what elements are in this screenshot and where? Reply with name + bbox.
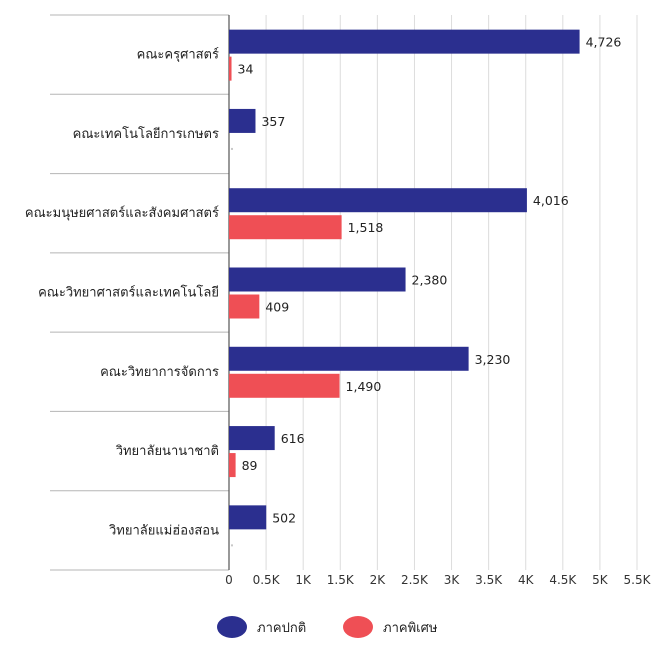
bar-regular[interactable] bbox=[229, 505, 267, 530]
data-label: 89 bbox=[242, 458, 258, 473]
category-label: คณะวิทยาศาสตร์และเทคโนโลยี bbox=[38, 285, 219, 301]
x-tick-label: 5K bbox=[592, 573, 609, 587]
data-label: 502 bbox=[272, 510, 296, 525]
data-label: 4,016 bbox=[533, 193, 569, 208]
bar-special[interactable] bbox=[229, 453, 236, 478]
category-label: คณะมนุษยศาสตร์และสังคมศาสตร์ bbox=[25, 205, 219, 221]
bar-special[interactable] bbox=[229, 294, 260, 319]
data-label: 1,518 bbox=[348, 220, 384, 235]
legend-label-regular: ภาคปกติ bbox=[257, 620, 307, 636]
legend-label-special: ภาคพิเศษ bbox=[383, 620, 438, 636]
x-tick-label: 2.5K bbox=[401, 573, 429, 587]
bar-special-empty bbox=[231, 147, 233, 150]
legend-item-special[interactable]: ภาคพิเศษ bbox=[343, 612, 437, 642]
x-tick-label: 3.5K bbox=[475, 573, 503, 587]
bar-regular[interactable] bbox=[229, 426, 275, 451]
x-axis-ticks: 0 0.5K 1K 1.5K 2K 2.5K 3K 3.5K 4K 4.5K 5K 5.5K bbox=[225, 573, 651, 587]
legend-swatch-regular bbox=[217, 616, 247, 638]
data-label: 1,490 bbox=[346, 379, 382, 394]
bar-special[interactable] bbox=[229, 373, 340, 398]
data-label: 2,380 bbox=[412, 273, 448, 288]
category-label: คณะครุศาสตร์ bbox=[137, 47, 219, 63]
bar-special-empty bbox=[231, 544, 233, 547]
bar-regular[interactable] bbox=[229, 29, 580, 54]
x-tick-label: 1K bbox=[295, 573, 312, 587]
bar-chart: คณะครุศาสตร์คณะเทคโนโลยีการเกษตรคณะมนุษย… bbox=[25, 14, 652, 587]
grid-lines bbox=[265, 15, 638, 570]
category-label: วิทยาลัยนานาชาติ bbox=[115, 444, 219, 459]
data-label: 3,230 bbox=[475, 352, 511, 367]
bar-regular[interactable] bbox=[229, 108, 256, 133]
category-labels: คณะครุศาสตร์คณะเทคโนโลยีการเกษตรคณะมนุษย… bbox=[25, 47, 219, 539]
x-tick-label: 4K bbox=[518, 573, 535, 587]
legend-swatch-special bbox=[343, 616, 373, 638]
category-separators bbox=[50, 14, 230, 571]
x-tick-label: 0.5K bbox=[253, 573, 281, 587]
data-label: 616 bbox=[281, 431, 305, 446]
bar-special[interactable] bbox=[229, 56, 232, 81]
x-tick-label: 4.5K bbox=[549, 573, 577, 587]
bars bbox=[229, 29, 580, 547]
data-labels: 4,726 34 357 4,016 1,518 2,380 409 3,230 1,490 61… bbox=[238, 35, 622, 526]
x-tick-label: 2K bbox=[370, 573, 387, 587]
bar-regular[interactable] bbox=[229, 346, 469, 371]
bar-special[interactable] bbox=[229, 215, 342, 240]
legend: ภาคปกติ ภาคพิเศษ bbox=[0, 612, 655, 642]
x-tick-label: 1.5K bbox=[327, 573, 355, 587]
x-tick-label: 3K bbox=[444, 573, 461, 587]
data-label: 4,726 bbox=[586, 35, 622, 50]
x-tick-label: 5.5K bbox=[624, 573, 652, 587]
data-label: 357 bbox=[261, 114, 285, 129]
bar-regular[interactable] bbox=[229, 267, 406, 292]
bar-regular[interactable] bbox=[229, 188, 527, 213]
category-label: คณะเทคโนโลยีการเกษตร bbox=[73, 126, 219, 142]
legend-item-regular[interactable]: ภาคปกติ bbox=[217, 612, 306, 642]
category-label: คณะวิทยาการจัดการ bbox=[100, 365, 219, 380]
x-tick-label: 0 bbox=[225, 573, 233, 587]
category-label: วิทยาลัยแม่ฮ่องสอน bbox=[108, 523, 219, 538]
data-label: 409 bbox=[265, 300, 289, 315]
data-label: 34 bbox=[238, 62, 254, 77]
